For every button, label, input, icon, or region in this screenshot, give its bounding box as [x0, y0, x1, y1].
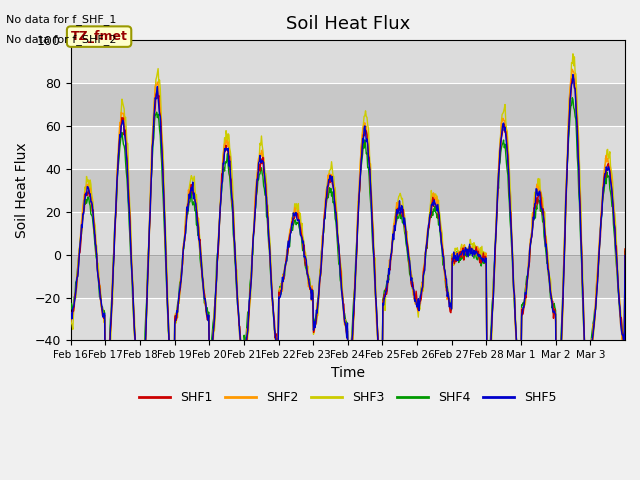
Title: Soil Heat Flux: Soil Heat Flux [285, 15, 410, 33]
Legend: SHF1, SHF2, SHF3, SHF4, SHF5: SHF1, SHF2, SHF3, SHF4, SHF5 [134, 386, 562, 409]
Bar [70, 126, 625, 169]
Bar [70, 83, 625, 126]
Bar [70, 212, 625, 254]
Bar [70, 298, 625, 340]
Text: TZ_fmet: TZ_fmet [70, 30, 127, 43]
Text: No data for f_SHF_2: No data for f_SHF_2 [6, 34, 117, 45]
Text: No data for f_SHF_1: No data for f_SHF_1 [6, 14, 116, 25]
Y-axis label: Soil Heat Flux: Soil Heat Flux [15, 143, 29, 238]
Bar [70, 254, 625, 298]
Bar [70, 40, 625, 83]
Bar [70, 169, 625, 212]
X-axis label: Time: Time [331, 366, 365, 380]
